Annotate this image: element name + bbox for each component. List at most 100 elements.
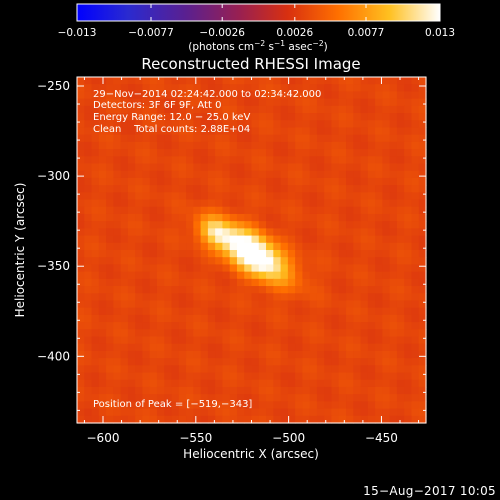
heatmap-cell <box>280 213 289 222</box>
heatmap-cell <box>106 394 114 402</box>
heatmap-cell <box>164 278 173 287</box>
heatmap-cell <box>309 278 318 287</box>
heatmap-cell <box>309 170 318 179</box>
heatmap-cell <box>193 213 202 222</box>
heatmap-cell <box>404 350 413 359</box>
heatmap-cell <box>84 113 93 121</box>
heatmap-cell <box>418 307 427 316</box>
heatmap-cell <box>98 84 107 93</box>
heatmap-cell <box>331 372 340 381</box>
heatmap-cell <box>375 394 383 402</box>
heatmap-cell <box>142 300 151 309</box>
heatmap-cell <box>353 271 362 280</box>
heatmap-cell <box>280 264 289 273</box>
heatmap-cell <box>418 192 427 201</box>
heatmap-cell <box>396 401 405 410</box>
heatmap-cell <box>113 372 122 381</box>
heatmap-cell <box>273 149 282 157</box>
heatmap-cell <box>404 127 413 136</box>
heatmap-cell <box>324 242 333 251</box>
heatmap-cell <box>273 394 282 402</box>
heatmap-cell <box>229 213 238 222</box>
heatmap-cell <box>215 372 224 381</box>
heatmap-cell <box>389 408 398 417</box>
heatmap-cell <box>113 401 122 410</box>
heatmap-cell <box>251 149 260 157</box>
heatmap-cell <box>295 105 303 114</box>
heatmap-cell <box>127 329 136 338</box>
heatmap-cell <box>164 293 173 302</box>
heatmap-cell <box>244 163 253 172</box>
heatmap-cell <box>127 401 136 410</box>
heatmap-cell <box>367 286 376 294</box>
heatmap-cell <box>236 113 245 121</box>
heatmap-cell <box>229 113 238 121</box>
heatmap-cell <box>149 221 158 229</box>
heatmap-cell <box>287 221 296 229</box>
heatmap-cell <box>367 235 376 244</box>
heatmap-cell <box>338 314 347 323</box>
heatmap-cell <box>207 163 216 172</box>
heatmap-cell <box>178 386 187 395</box>
heatmap-cell <box>251 91 260 100</box>
heatmap-cell <box>338 149 347 157</box>
heatmap-cell <box>258 170 267 179</box>
heatmap-cell <box>236 293 245 302</box>
heatmap-cell <box>295 221 303 229</box>
heatmap-cell <box>84 358 93 366</box>
heatmap-cell <box>207 84 216 93</box>
heatmap-cell <box>367 300 376 309</box>
heatmap-cell <box>353 84 362 93</box>
heatmap-cell <box>193 278 202 287</box>
heatmap-cell <box>375 221 383 229</box>
heatmap-cell <box>91 257 100 266</box>
heatmap-cell <box>164 286 173 294</box>
heatmap-cell <box>273 113 282 121</box>
heatmap-cell <box>287 401 296 410</box>
heatmap-cell <box>91 408 100 417</box>
heatmap-cell <box>200 77 209 85</box>
heatmap-cell <box>418 185 427 193</box>
heatmap-cell <box>287 192 296 201</box>
heatmap-cell <box>287 120 296 129</box>
heatmap-cell <box>273 84 282 93</box>
heatmap-cell <box>324 379 333 388</box>
heatmap-cell <box>84 156 93 165</box>
y-tick-label: −400 <box>37 349 70 363</box>
heatmap-cell <box>200 177 209 186</box>
heatmap-cell <box>367 91 376 100</box>
heatmap-cell <box>207 372 216 381</box>
heatmap-cell <box>266 113 274 121</box>
heatmap-cell <box>346 322 354 330</box>
heatmap-cell <box>418 394 427 402</box>
heatmap-cell <box>200 314 209 323</box>
heatmap-cell <box>164 271 173 280</box>
heatmap-cell <box>186 98 194 107</box>
heatmap-cell <box>280 105 289 114</box>
heatmap-cell <box>156 213 165 222</box>
heatmap-cell <box>316 415 325 424</box>
heatmap-cell <box>266 84 274 93</box>
heatmap-cell <box>113 199 122 208</box>
heatmap-cell <box>91 185 100 193</box>
heatmap-cell <box>382 134 391 143</box>
heatmap-cell <box>244 372 253 381</box>
heatmap-cell <box>360 149 369 157</box>
heatmap-cell <box>251 127 260 136</box>
heatmap-cell <box>186 322 194 330</box>
heatmap-cell <box>91 365 100 374</box>
heatmap-cell <box>164 221 173 229</box>
heatmap-cell <box>193 336 202 345</box>
heatmap-cell <box>251 235 260 244</box>
heatmap-cell <box>244 77 253 85</box>
heatmap-cell <box>156 358 165 366</box>
heatmap-cell <box>266 322 274 330</box>
heatmap-cell <box>309 358 318 366</box>
heatmap-cell <box>375 250 383 258</box>
heatmap-cell <box>77 177 85 186</box>
heatmap-cell <box>280 250 289 258</box>
y-tick-label: −250 <box>37 79 70 93</box>
heatmap-cell <box>215 185 224 193</box>
heatmap-cell <box>280 242 289 251</box>
heatmap-cell <box>258 408 267 417</box>
